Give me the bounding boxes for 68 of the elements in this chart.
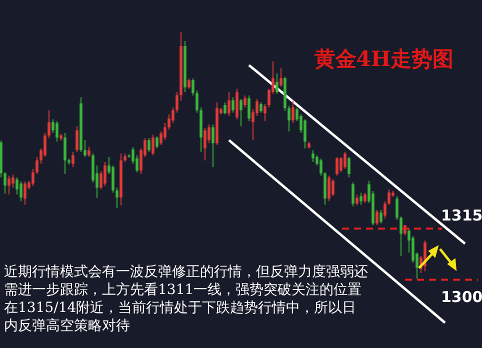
candlestick [104,162,106,186]
candlestick [336,156,338,176]
candlestick [320,158,322,176]
candlestick [20,181,22,202]
candlestick [204,127,206,161]
ref-line-label: 1315 [441,206,482,225]
candlestick [348,156,350,178]
candlestick [260,102,262,114]
candlestick [396,196,398,221]
candlestick [44,132,46,158]
candlestick [400,216,402,256]
candlestick [224,102,226,115]
candlestick [264,104,266,122]
candlestick [248,95,250,122]
candlestick [176,92,178,114]
candlestick [344,151,346,170]
candlestick [164,122,166,140]
annotation: 近期行情模式会有一波反弹修正的行情，但反弹力度强弱还需进一步跟踪，上方先看1311一线，强势突破关注的位置在1315/14附近，当前行情处于下跌趋势行情中，所以日内反弹高空策略对待 [4,264,368,334]
candlestick [172,106,174,124]
candlestick [356,194,358,206]
candlestick [312,150,314,163]
candlestick [152,134,154,156]
candlestick [276,72,278,94]
candlestick [228,92,230,116]
candlestick [212,124,214,168]
candlestick [376,209,378,226]
candlestick [48,110,50,139]
candlestick [196,90,198,114]
candlestick [72,151,74,168]
candlestick [240,98,242,127]
candlestick [280,68,282,88]
candlestick [360,192,362,206]
candlestick [36,156,38,174]
candlestick [188,78,190,90]
candlestick [24,181,26,206]
candlestick [384,200,386,219]
candlestick [52,118,54,134]
candlestick [156,136,158,149]
candlestick [388,188,390,206]
candlestick [76,126,78,152]
candlestick [148,138,150,152]
candlestick [304,118,306,149]
candlestick [64,132,66,174]
candlestick [56,120,58,142]
candlestick [380,209,382,224]
candlestick [328,175,330,202]
candlestick [192,78,194,96]
candlestick [340,156,342,173]
candlestick [84,139,86,158]
candlestick [112,164,114,194]
candlestick [332,178,334,197]
candlestick [232,96,234,114]
candlestick [352,182,354,207]
candlestick [16,176,18,195]
candlestick [168,114,170,130]
candlestick [160,130,162,146]
candlestick [364,192,366,204]
candlestick [12,174,14,188]
candlestick [116,187,118,209]
candlestick [292,100,294,124]
candlestick [4,172,6,194]
candlestick [244,95,246,108]
ref-line-label: 1300 [441,288,482,306]
candlestick [88,146,90,158]
candlestick [288,105,290,132]
text: 黄金4H走势图 [313,46,454,71]
candlestick [8,175,10,195]
candlestick [32,168,34,186]
